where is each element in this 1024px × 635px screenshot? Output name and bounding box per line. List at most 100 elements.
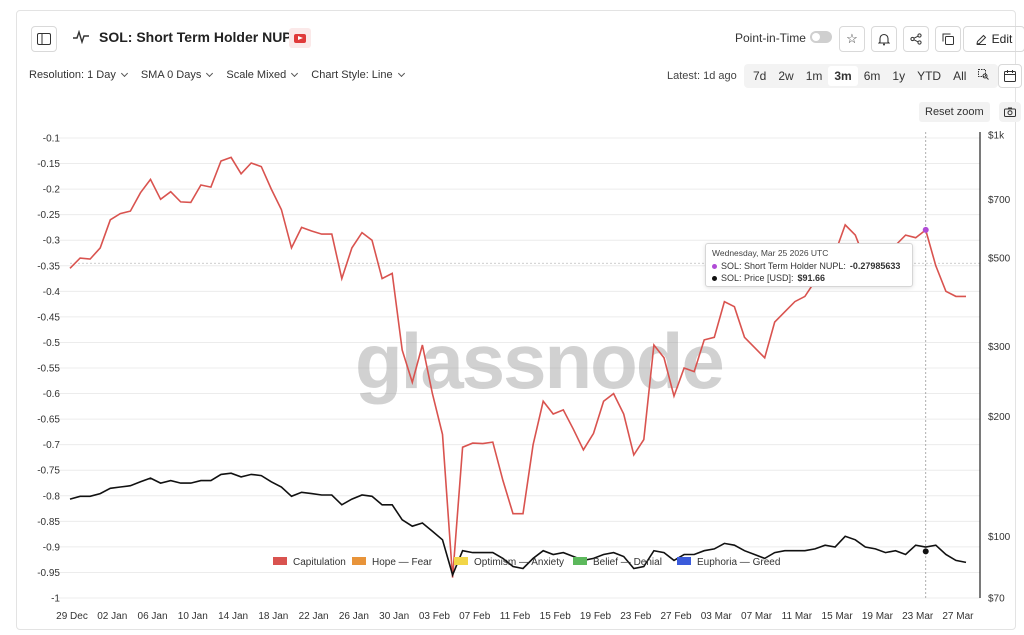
right-tick-label: $70 [988, 594, 1005, 605]
zoom-select-icon [978, 69, 990, 80]
x-tick-label: 30 Jan [379, 611, 409, 622]
sma-dropdown[interactable]: SMA 0 Days [140, 69, 214, 81]
x-tick-label: 15 Mar [822, 611, 854, 622]
y-tick-label: -1 [51, 594, 60, 605]
copy-button[interactable] [935, 26, 961, 52]
x-tick-label: 22 Jan [299, 611, 329, 622]
legend-label: Hope — Fear [372, 557, 433, 568]
x-tick-label: 23 Mar [902, 611, 934, 622]
range-6m[interactable]: 6m [863, 69, 881, 83]
chart-grid [58, 137, 980, 599]
chart-panel: SOL: Short Term Holder NUPL Point-in-Tim… [16, 10, 1024, 630]
screenshot-button[interactable] [999, 102, 1021, 122]
tooltip-price-label: SOL: Price [USD]: [721, 273, 794, 283]
youtube-icon [294, 33, 306, 43]
x-tick-label: 03 Feb [419, 611, 451, 622]
y-tick-label: -0.75 [37, 466, 60, 477]
x-tick-label: 14 Jan [218, 611, 248, 622]
chart-header: SOL: Short Term Holder NUPL Point-in-Tim… [17, 11, 1024, 63]
right-axis: $1k $700 $500 $300 $200 $100 $70 [979, 131, 1011, 605]
resolution-dropdown[interactable]: Resolution: 1 Day [29, 69, 128, 81]
tooltip-nupl-label: SOL: Short Term Holder NUPL: [721, 261, 846, 271]
edit-label: Edit [991, 32, 1013, 46]
chart-toolbar: Resolution: 1 Day SMA 0 Days Scale Mixed… [29, 69, 405, 81]
y-tick-label: -0.7 [43, 440, 61, 451]
star-icon: ☆ [846, 31, 858, 46]
sma-label: SMA 0 Days [140, 69, 202, 81]
calendar-button[interactable] [998, 64, 1022, 88]
chart-style-label: Chart Style: Line [311, 69, 393, 81]
x-tick-label: 11 Feb [500, 611, 531, 622]
y-tick-label: -0.2 [43, 185, 61, 196]
alert-button[interactable] [871, 26, 897, 52]
favorite-button[interactable]: ☆ [839, 26, 865, 52]
resolution-label: Resolution: 1 Day [29, 69, 116, 81]
x-tick-label: 18 Jan [258, 611, 288, 622]
price-series-line [69, 472, 967, 578]
x-tick-label: 11 Mar [782, 611, 813, 622]
legend-label: Belief — Denial [593, 557, 662, 568]
y-tick-label: -0.8 [43, 491, 61, 502]
share-icon [910, 33, 922, 45]
price-highlight-point [922, 548, 929, 555]
legend-swatch [677, 557, 691, 565]
range-2w[interactable]: 2w [778, 69, 794, 83]
x-tick-label: 10 Jan [178, 611, 208, 622]
pencil-icon [976, 34, 986, 45]
left-axis: -0.1 -0.15 -0.2 -0.25 -0.3 -0.35 -0.4 -0.45 -0.5… [37, 134, 60, 605]
sidebar-toggle-button[interactable] [31, 26, 57, 52]
x-tick-label: 27 Feb [660, 611, 692, 622]
legend-swatch [454, 557, 468, 565]
chart-tooltip: Wednesday, Mar 25 2026 UTC SOL: Short Te… [705, 243, 913, 287]
price-dot-icon [712, 275, 717, 281]
x-tick-label: 27 Mar [942, 611, 974, 622]
latest-update: Latest: 1d ago [667, 70, 737, 82]
x-tick-label: 26 Jan [339, 611, 369, 622]
y-tick-label: -0.25 [37, 210, 60, 221]
scale-dropdown[interactable]: Scale Mixed [226, 69, 299, 81]
legend-label: Optimism — Anxiety [474, 557, 564, 568]
range-ytd[interactable]: YTD [917, 69, 942, 83]
share-button[interactable] [903, 26, 929, 52]
x-axis: 29 Dec 02 Jan 06 Jan 10 Jan 14 Jan 18 Jan 22 J… [56, 611, 974, 622]
range-1m[interactable]: 1m [805, 69, 823, 83]
y-tick-label: -0.35 [37, 261, 60, 272]
chart-style-dropdown[interactable]: Chart Style: Line [311, 69, 405, 81]
y-tick-label: -0.85 [37, 517, 60, 528]
x-tick-label: 07 Feb [459, 611, 491, 622]
range-all[interactable]: All [953, 69, 967, 83]
tooltip-nupl-row: SOL: Short Term Holder NUPL: -0.27985633 [712, 260, 906, 272]
right-tick-label: $1k [988, 131, 1005, 142]
range-3m[interactable]: 3m [828, 66, 858, 86]
zoom-select-button[interactable] [972, 66, 995, 86]
edit-button[interactable]: Edit [963, 26, 1024, 52]
tooltip-nupl-value: -0.27985633 [849, 261, 901, 271]
x-tick-label: 03 Mar [701, 611, 733, 622]
sidebar-icon [37, 33, 51, 45]
x-tick-label: 29 Dec [56, 611, 88, 622]
youtube-button[interactable] [289, 28, 311, 48]
right-tick-label: $200 [988, 412, 1011, 423]
x-tick-label: 07 Mar [741, 611, 773, 622]
y-tick-label: -0.95 [37, 568, 60, 579]
header-actions: ☆ [839, 26, 961, 52]
reset-zoom-button[interactable]: Reset zoom [919, 102, 990, 122]
tooltip-date: Wednesday, Mar 25 2026 UTC [712, 248, 829, 258]
x-tick-label: 15 Feb [540, 611, 572, 622]
x-tick-label: 02 Jan [97, 611, 127, 622]
x-tick-label: 23 Feb [620, 611, 652, 622]
range-7d[interactable]: 7d [753, 69, 767, 83]
x-tick-label: 19 Mar [862, 611, 894, 622]
range-1y[interactable]: 1y [892, 69, 906, 83]
legend-label: Capitulation [293, 557, 346, 568]
point-in-time-label: Point-in-Time [735, 31, 806, 45]
point-in-time-toggle[interactable] [810, 31, 832, 43]
right-tick-label: $100 [988, 532, 1011, 543]
chart-legend: Capitulation Hope — Fear Optimism — Anxiet… [273, 557, 780, 568]
legend-label: Euphoria — Greed [697, 557, 780, 568]
copy-icon [942, 33, 954, 45]
y-tick-label: -0.9 [43, 542, 61, 553]
y-tick-label: -0.15 [37, 159, 60, 170]
scale-label: Scale Mixed [226, 69, 287, 81]
